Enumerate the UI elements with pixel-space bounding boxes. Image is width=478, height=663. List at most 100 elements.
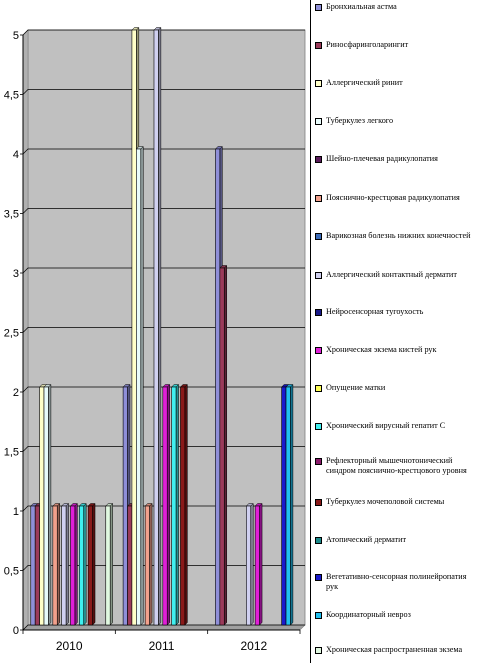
bar [285, 383, 294, 626]
legend-label: Атопический дерматит [326, 535, 407, 544]
gridline [22, 267, 305, 274]
legend-label: Туберкулез легкого [326, 116, 394, 125]
gridline [22, 565, 305, 571]
y-tick-label: 3,5 [4, 209, 19, 221]
legend-swatch [315, 195, 322, 202]
legend-item: Варикозная болезнь нижних конечностей [315, 231, 478, 241]
legend-label: Риносфаринголарингит [326, 40, 409, 49]
y-tick-label: 5 [13, 30, 19, 42]
legend-label: Аллергический ринит [326, 78, 403, 87]
legend-item: Атопический дерматит [315, 535, 478, 545]
legend-swatch [315, 574, 322, 581]
legend-swatch [315, 612, 322, 619]
bar [171, 383, 180, 626]
legend-swatch [315, 118, 322, 125]
gridline [22, 386, 305, 393]
legend-item: Координаторный невроз [315, 610, 478, 620]
gridline [22, 505, 305, 512]
y-tick-label: 4,5 [4, 90, 19, 102]
legend-label: Вегетативно-сенсорная полинейропатия рук [326, 572, 467, 591]
legend-item: Вегетативно-сенсорная полинейропатия рук [315, 572, 478, 592]
bar [135, 145, 144, 626]
legend-swatch [315, 385, 322, 392]
y-tick-label: 2 [13, 387, 19, 399]
y-tick-label: 2,5 [4, 328, 19, 340]
legend-item: Пояснично-крестцовая радикулопатия [315, 193, 478, 203]
legend-label: Бронхиальная астма [326, 2, 397, 11]
gridline [22, 624, 305, 631]
y-tick-label: 1,5 [4, 447, 19, 459]
bar [105, 502, 114, 626]
bar [179, 383, 188, 626]
legend-item: Туберкулез мочеполовой системы [315, 497, 478, 507]
legend-label: Пояснично-крестцовая радикулопатия [326, 193, 460, 202]
legend-swatch [315, 233, 322, 240]
bar [78, 502, 87, 626]
legend: Бронхиальная астма Риносфаринголарингит Ал… [310, 0, 478, 663]
legend-label: Нейросенсорная тугоухость [326, 307, 424, 316]
legend-label: Опущение матки [326, 383, 386, 392]
bar [144, 502, 153, 626]
legend-swatch [315, 272, 322, 279]
x-tick-label: 2011 [149, 639, 175, 653]
legend-swatch [315, 499, 322, 506]
legend-swatch [315, 458, 322, 465]
legend-swatch [315, 42, 322, 49]
legend-item: Хроническая экзема кистей рук [315, 345, 478, 355]
legend-label: Варикозная болезнь нижних конечностей [326, 231, 471, 240]
x-tick-label: 2010 [56, 639, 83, 653]
bar [254, 502, 263, 626]
gridline [22, 446, 305, 452]
x-tick-label: 2012 [240, 639, 267, 653]
legend-item: Аллергический контактный дерматит [315, 270, 478, 280]
y-tick-label: 1 [13, 506, 19, 518]
plot-floor [22, 624, 306, 631]
gridline [22, 208, 305, 214]
bar [162, 383, 171, 626]
legend-item: Нейросенсорная тугоухость [315, 307, 478, 317]
legend-item: Туберкулез легкого [315, 116, 478, 126]
gridline [22, 327, 305, 333]
legend-item: Рефлекторный мышечнотонический синдром п… [315, 456, 478, 476]
legend-swatch [315, 309, 322, 316]
legend-swatch [315, 537, 322, 544]
bar [87, 502, 96, 626]
legend-label: Рефлекторный мышечнотонический синдром п… [326, 456, 467, 475]
legend-swatch [315, 80, 322, 87]
gridline [22, 29, 305, 36]
legend-label: Шейно-плечевая радикулопатия [326, 154, 438, 163]
legend-swatch [315, 423, 322, 430]
bar [43, 383, 52, 626]
bar [61, 502, 70, 626]
legend-item: Опущение матки [315, 383, 478, 393]
bar [245, 502, 254, 626]
axes [22, 35, 300, 631]
legend-swatch [315, 156, 322, 163]
legend-label: Хронический вирусный гепатит С [326, 421, 446, 430]
y-tick-label: 3 [13, 268, 19, 280]
gridline [22, 89, 305, 95]
legend-item: Риносфаринголарингит [315, 40, 478, 50]
legend-label: Хроническая распространенная экзема [326, 645, 463, 654]
legend-label: Координаторный невроз [326, 610, 411, 619]
y-tick-label: 0,5 [4, 566, 19, 578]
bar-chart: 0 0,5 1 1,5 2 2,5 3 3,5 4 4,5 5 2010 2011 2012 [4, 26, 306, 653]
legend-swatch [315, 647, 322, 654]
gridlines [22, 29, 305, 631]
legend-item: Аллергический ринит [315, 78, 478, 88]
bars [30, 26, 294, 626]
legend-swatch [315, 4, 322, 11]
legend-swatch [315, 347, 322, 354]
legend-label: Хроническая экзема кистей рук [326, 345, 437, 354]
bar [219, 264, 228, 626]
legend-item: Хроническая распространенная экзема [315, 645, 478, 655]
legend-item: Хронический вирусный гепатит С [315, 421, 478, 431]
legend-label: Туберкулез мочеполовой системы [326, 497, 445, 506]
y-tick-label: 0 [13, 625, 19, 637]
gridline [22, 148, 305, 155]
x-axis-ticks: 2010 2011 2012 [22, 630, 301, 653]
y-tick-label: 4 [13, 149, 19, 161]
legend-item: Бронхиальная астма [315, 2, 478, 12]
legend-label: Аллергический контактный дерматит [326, 270, 457, 279]
bar [153, 26, 162, 626]
